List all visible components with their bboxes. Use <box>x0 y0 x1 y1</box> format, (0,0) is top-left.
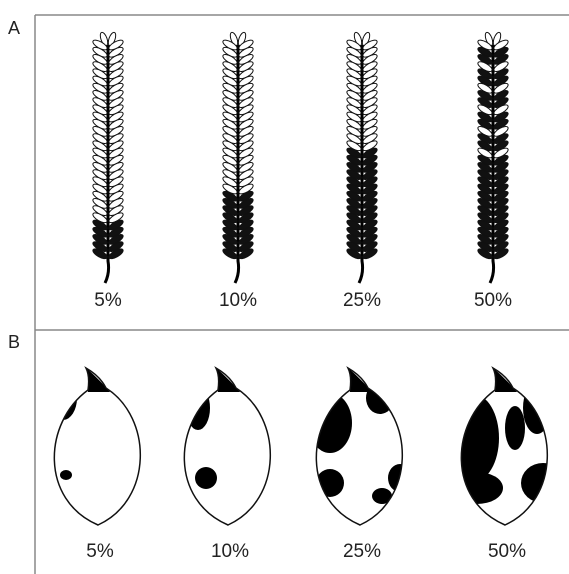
leaf-outline <box>53 366 142 526</box>
severity-label: 5% <box>86 541 114 562</box>
simple-leaf: 50% <box>460 366 549 562</box>
leaflet <box>238 248 254 260</box>
leaflet <box>92 248 108 260</box>
leaf-tip <box>491 368 517 392</box>
leaf-tip <box>214 368 240 392</box>
compound-leaf: 5% <box>92 31 124 311</box>
leaf-outline <box>183 366 272 526</box>
severity-label: 50% <box>488 541 526 562</box>
lesion <box>54 376 77 420</box>
leaf-tip <box>84 368 110 392</box>
compound-leaf: 10% <box>219 31 257 311</box>
lesion <box>505 406 525 450</box>
leaf-outline <box>54 368 141 525</box>
stem <box>488 45 496 284</box>
lesion <box>461 472 503 504</box>
stem <box>233 45 241 284</box>
lesion <box>372 488 392 504</box>
lesion <box>60 470 72 480</box>
leaflet <box>222 248 238 260</box>
leaflet <box>346 248 362 260</box>
severity-label: 10% <box>211 541 249 562</box>
lesion <box>195 467 217 489</box>
leaflet <box>362 248 378 260</box>
stem <box>103 45 111 284</box>
leaf-outline <box>460 366 549 526</box>
lesion <box>316 393 352 453</box>
leaflet <box>477 248 493 260</box>
leaf-tip <box>346 368 372 392</box>
severity-label: 25% <box>343 541 381 562</box>
stem <box>357 45 365 284</box>
leaflet <box>108 248 124 260</box>
compound-leaf: 25% <box>343 31 381 311</box>
severity-label: 25% <box>343 290 381 311</box>
severity-label: 50% <box>474 290 512 311</box>
leaflet <box>493 248 509 260</box>
leaf-outline <box>315 366 404 526</box>
simple-leaf: 10% <box>183 366 272 562</box>
lesion <box>186 386 210 430</box>
panel-label: B <box>8 332 20 352</box>
lesion <box>523 382 548 434</box>
severity-label: 5% <box>94 290 122 311</box>
compound-leaf: 50% <box>474 31 512 311</box>
simple-leaf: 5% <box>53 366 142 562</box>
simple-leaf: 25% <box>315 366 404 562</box>
lesion <box>461 394 499 482</box>
panel-label: A <box>8 18 20 38</box>
severity-label: 10% <box>219 290 257 311</box>
